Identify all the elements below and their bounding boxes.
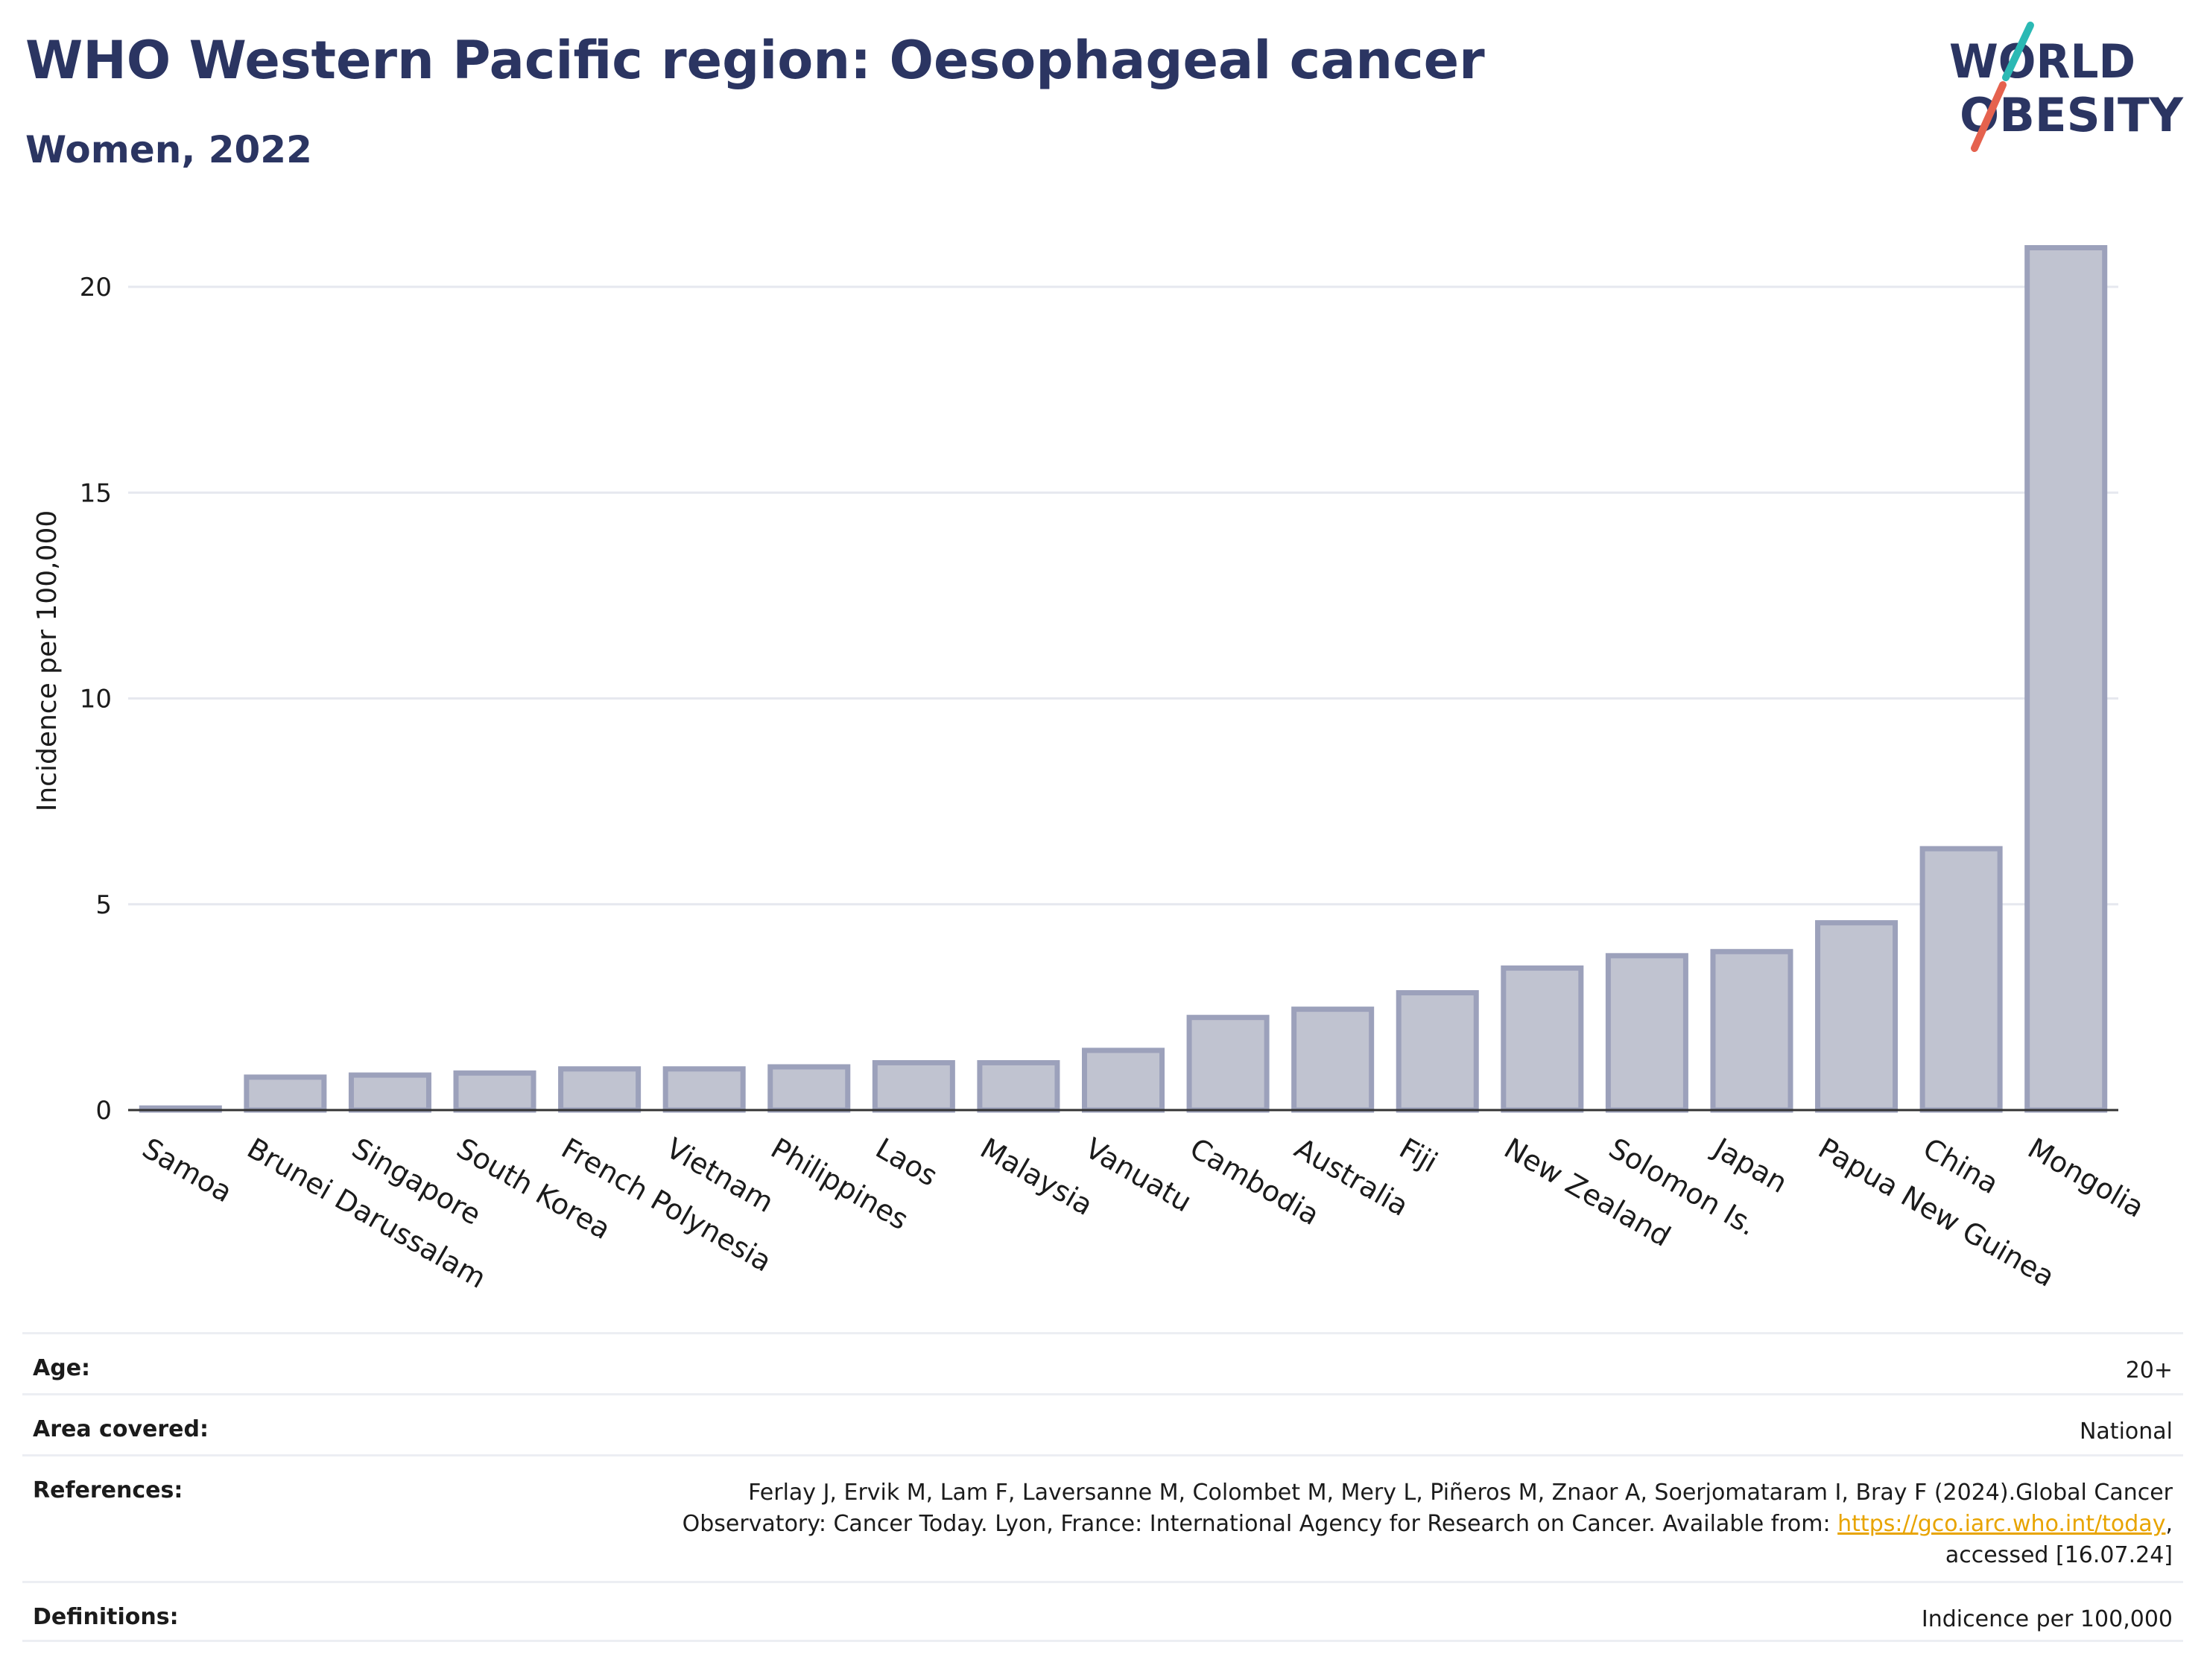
bar[interactable] xyxy=(1186,1015,1270,1113)
references-label: References: xyxy=(33,1477,183,1503)
x-tick-label: Fiji xyxy=(1394,1132,1443,1179)
bar[interactable] xyxy=(662,1066,746,1113)
age-value: 20+ xyxy=(2125,1357,2173,1383)
bar[interactable] xyxy=(1501,965,1584,1113)
references-link[interactable]: https://gco.iarc.who.int/today xyxy=(1837,1511,2166,1537)
bar[interactable] xyxy=(1081,1047,1165,1113)
info-row-definitions: Definitions: Indicence per 100,000 xyxy=(22,1581,2183,1642)
x-tick-label: Mongolia xyxy=(2022,1132,2150,1224)
bar[interactable] xyxy=(1291,1007,1375,1113)
bar[interactable] xyxy=(1919,846,2003,1113)
bar[interactable] xyxy=(767,1064,851,1113)
x-tick-label: Malaysia xyxy=(975,1132,1098,1222)
bar-chart: 0 5 10 15 20 Samoa Brunei DarussalamSingapore… xyxy=(32,245,2150,1295)
y-tick-label: 20 xyxy=(80,273,112,302)
bar[interactable] xyxy=(2024,245,2108,1113)
chart-subtitle: Women, 2022 xyxy=(25,128,312,171)
y-tick-label: 10 xyxy=(80,685,112,714)
y-tick-labels: 0 5 10 15 20 xyxy=(80,273,112,1126)
x-tick-label: Laos xyxy=(870,1132,943,1193)
info-table: Age: 20+ Area covered: National Referenc… xyxy=(22,1332,2183,1642)
references-line-2-prefix: Observatory: Cancer Today. Lyon, France:… xyxy=(682,1511,1838,1537)
definitions-label: Definitions: xyxy=(33,1604,179,1630)
logo-slash-teal xyxy=(2002,22,2034,81)
references-line-2-suffix: , xyxy=(2165,1511,2173,1537)
bar[interactable] xyxy=(453,1070,536,1113)
age-label: Age: xyxy=(33,1355,91,1381)
world-obesity-logo: WORLD OBESITY xyxy=(1949,22,2184,152)
y-tick-label: 0 xyxy=(95,1096,112,1126)
bar[interactable] xyxy=(1396,990,1479,1113)
x-tick-label: Vanuatu xyxy=(1080,1132,1197,1218)
references-line-3: accessed [16.07.24] xyxy=(1945,1542,2173,1568)
y-tick-label: 15 xyxy=(80,478,112,508)
area-label: Area covered: xyxy=(33,1416,209,1442)
bar[interactable] xyxy=(1710,948,1793,1113)
logo-slash-coral xyxy=(1971,81,2007,152)
references-value: Ferlay J, Ervik M, Lam F, Laversanne M, … xyxy=(683,1456,2173,1571)
area-value: National xyxy=(2079,1419,2173,1445)
bar[interactable] xyxy=(872,1059,955,1113)
bar[interactable] xyxy=(348,1072,431,1113)
bar[interactable] xyxy=(977,1059,1060,1113)
bar[interactable] xyxy=(1815,920,1899,1113)
gridlines xyxy=(128,285,2118,906)
bar[interactable] xyxy=(558,1066,642,1113)
references-line-1: Ferlay J, Ervik M, Lam F, Laversanne M, … xyxy=(748,1480,2173,1506)
x-tick-label: Samoa xyxy=(137,1132,238,1209)
definitions-value: Indicence per 100,000 xyxy=(1921,1606,2173,1632)
info-row-age: Age: 20+ xyxy=(22,1332,2183,1393)
chart-title: WHO Western Pacific region: Oesophageal … xyxy=(25,30,1485,91)
info-row-area: Area covered: National xyxy=(22,1393,2183,1454)
bar[interactable] xyxy=(244,1074,327,1113)
y-axis-label: Incidence per 100,000 xyxy=(32,510,63,812)
bars xyxy=(128,245,2118,1113)
logo-line-1: WORLD xyxy=(1949,34,2135,89)
bar[interactable] xyxy=(1605,953,1688,1113)
info-row-references: References: Ferlay J, Ervik M, Lam F, La… xyxy=(22,1454,2183,1581)
y-tick-label: 5 xyxy=(95,890,112,920)
